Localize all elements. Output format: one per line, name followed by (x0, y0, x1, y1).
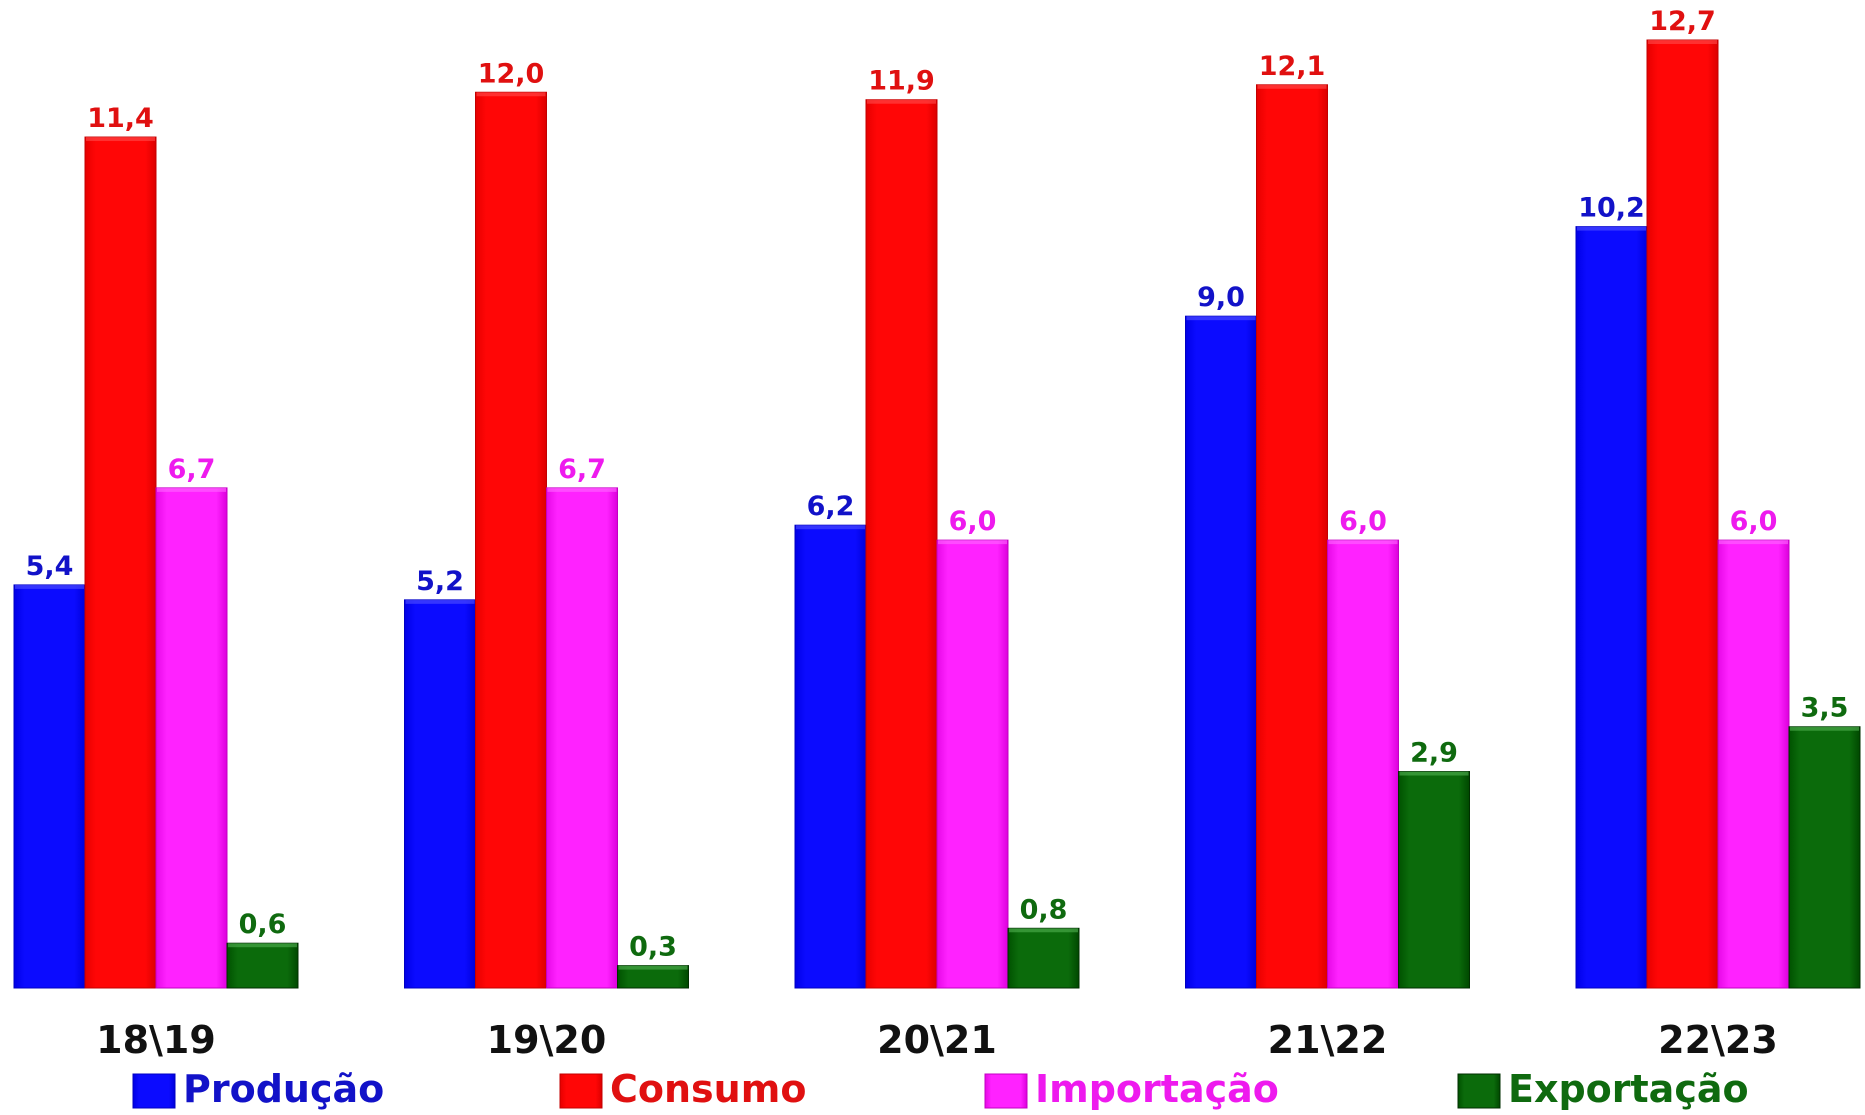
x-tick-label-2: 20\21 (877, 1018, 997, 1062)
data-label-exportacao-2: 0,8 (1020, 894, 1068, 925)
bar-highlight-importacao-3 (1328, 540, 1398, 545)
bar-highlight-producao-0 (15, 584, 84, 589)
data-label-importacao-0: 6,7 (168, 454, 216, 485)
bar-highlight-producao-1 (405, 599, 475, 604)
data-label-producao-3: 9,0 (1197, 282, 1245, 313)
x-tick-label-1: 19\20 (487, 1018, 607, 1062)
bar-highlight-exportacao-0 (228, 943, 297, 948)
data-label-consumo-3: 12,1 (1259, 51, 1326, 82)
data-label-exportacao-3: 2,9 (1410, 738, 1458, 769)
data-label-consumo-2: 11,9 (868, 66, 935, 97)
data-label-importacao-3: 6,0 (1339, 506, 1387, 537)
bar-highlight-exportacao-3 (1399, 771, 1469, 776)
bar-consumo-1 (475, 91, 547, 989)
bar-highlight-exportacao-2 (1009, 928, 1078, 933)
bar-importacao-2 (936, 539, 1009, 989)
data-label-producao-2: 6,2 (807, 491, 855, 522)
legend-label-importacao: Importação (1035, 1067, 1279, 1111)
bar-producao-2 (794, 524, 867, 989)
legend-label-producao: Produção (183, 1067, 384, 1111)
bar-highlight-consumo-2 (867, 99, 936, 104)
bar-producao-1 (404, 599, 476, 989)
bar-highlight-importacao-2 (938, 540, 1007, 545)
data-label-consumo-1: 12,0 (478, 58, 545, 89)
data-label-importacao-2: 6,0 (949, 506, 997, 537)
bar-highlight-importacao-0 (157, 487, 226, 492)
bar-highlight-importacao-1 (547, 487, 617, 492)
bar-highlight-producao-2 (796, 525, 865, 530)
bar-highlight-importacao-4 (1719, 540, 1788, 545)
data-label-consumo-4: 12,7 (1649, 6, 1716, 37)
legend: Produção Consumo Importação Exportação (132, 1067, 1749, 1111)
bar-highlight-exportacao-1 (618, 965, 688, 970)
data-label-exportacao-0: 0,6 (239, 909, 287, 940)
bar-producao-3 (1185, 315, 1257, 989)
bar-importacao-3 (1327, 539, 1399, 989)
x-tick-label-0: 18\19 (96, 1018, 216, 1062)
bar-exportacao-2 (1007, 927, 1080, 989)
bar-consumo-4 (1646, 39, 1719, 989)
bar-exportacao-0 (226, 942, 299, 989)
data-label-consumo-0: 11,4 (87, 103, 154, 134)
data-label-exportacao-1: 0,3 (629, 932, 677, 963)
bar-highlight-consumo-3 (1257, 84, 1327, 89)
bar-producao-4 (1575, 226, 1648, 989)
legend-swatch-consumo (559, 1073, 603, 1109)
legend-swatch-exportacao (1457, 1073, 1501, 1109)
data-labels-layer: 5,4 11,4 6,7 0,6 5,2 12,0 6,7 0,3 6,2 11,9 6,0 0,8 9… (26, 6, 1849, 963)
data-label-importacao-4: 6,0 (1730, 506, 1778, 537)
legend-label-exportacao: Exportação (1508, 1067, 1749, 1111)
bar-exportacao-3 (1398, 771, 1470, 989)
bar-highlight-producao-4 (1577, 226, 1646, 231)
legend-swatch-importacao (984, 1073, 1028, 1109)
bar-highlight-producao-3 (1186, 316, 1256, 321)
data-label-producao-0: 5,4 (26, 551, 74, 582)
bar-importacao-1 (546, 487, 618, 989)
bar-highlight-consumo-4 (1648, 40, 1717, 44)
bar-consumo-2 (865, 99, 938, 989)
bar-consumo-3 (1256, 84, 1328, 989)
legend-label-consumo: Consumo (610, 1067, 806, 1111)
x-tick-label-4: 22\23 (1658, 1018, 1778, 1062)
x-tick-label-3: 21\22 (1268, 1018, 1388, 1062)
data-label-exportacao-4: 3,5 (1801, 693, 1849, 724)
bar-importacao-4 (1717, 539, 1790, 989)
bar-highlight-exportacao-4 (1790, 726, 1859, 731)
bar-exportacao-4 (1788, 726, 1861, 989)
bar-producao-0 (13, 584, 86, 989)
data-label-importacao-1: 6,7 (558, 454, 606, 485)
bar-highlight-consumo-0 (86, 137, 155, 142)
data-label-producao-1: 5,2 (416, 566, 464, 597)
x-axis-labels: 18\19 19\20 20\21 21\22 22\23 (96, 1018, 1778, 1062)
data-label-producao-4: 10,2 (1578, 193, 1645, 224)
legend-swatch-producao (132, 1073, 176, 1109)
bar-importacao-0 (155, 487, 228, 989)
bar-highlight-consumo-1 (476, 92, 546, 97)
bars-layer (13, 39, 1861, 989)
bar-consumo-0 (84, 136, 157, 989)
